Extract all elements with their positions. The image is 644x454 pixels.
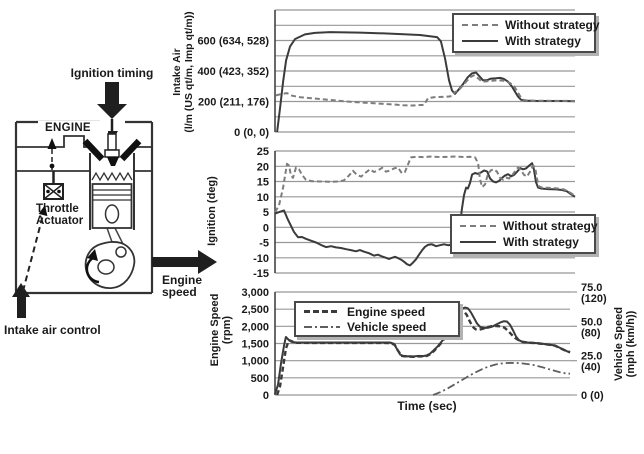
- intake-control-dashed-arrow: [22, 205, 48, 292]
- legend-entry: Without strategy: [460, 219, 598, 233]
- engine-label: ENGINE: [45, 122, 91, 134]
- series-without-strategy: [275, 74, 576, 107]
- throttle-actuator-icon: [43, 171, 64, 200]
- legend-entry: Engine speed: [304, 305, 450, 319]
- y-tick-label: 0: [263, 390, 269, 402]
- legend-entry: Vehicle speed: [304, 320, 450, 334]
- ignition-timing-label: Ignition timing: [71, 66, 154, 80]
- y-tick-label: 5: [263, 207, 269, 219]
- y-tick-label: 500: [251, 373, 269, 385]
- solid-line-icon: [460, 241, 496, 243]
- right-y-tick-label: (40): [581, 362, 601, 374]
- legend-entry: Without strategy: [462, 18, 600, 32]
- y-tick-label: -15: [253, 268, 269, 280]
- bold-dashed-line-icon: [304, 310, 340, 313]
- engine-speed-label: speed: [162, 285, 197, 299]
- y-tick-label: 1,500: [241, 339, 269, 351]
- legend-intake: Without strategy With strategy: [452, 13, 600, 53]
- series-vehicle-speed: [432, 362, 571, 396]
- y-tick-label: 25: [257, 146, 269, 158]
- ylabel-intake-air: Intake Air (l/m (US qt/m, Imp qt/m)): [171, 11, 195, 133]
- legend-entry: With strategy: [460, 235, 586, 249]
- crankshaft: [84, 241, 136, 289]
- y-tick-label: 400 (423, 352): [197, 66, 269, 78]
- y-tick-label: 200 (211, 176): [198, 97, 269, 109]
- dashed-line-icon: [462, 24, 498, 26]
- throttle-control-line: [47, 138, 57, 170]
- right-y-tick-label: (120): [581, 293, 607, 305]
- y-tick-label: 2,500: [241, 304, 269, 316]
- y-tick-label: -10: [253, 253, 269, 265]
- ylabel-vehicle-speed: Vehicle Speed (mph (km/h)): [613, 307, 637, 381]
- throttle-actuator-label: Actuator: [36, 215, 84, 227]
- spark-plug-icon: [104, 133, 120, 166]
- engine-speed-arrow-icon: [152, 250, 217, 274]
- y-tick-label: 600 (634, 528): [197, 36, 269, 48]
- series-without-strategy: [274, 155, 576, 213]
- engine-diagram: Ignition timing ENGINE: [4, 66, 217, 337]
- legend-speed: Engine speed Vehicle speed: [294, 301, 460, 337]
- valves-icon: [82, 138, 142, 162]
- y-tick-label: 10: [257, 192, 269, 204]
- engine-speed-label: Engine: [162, 273, 202, 287]
- throttle-actuator-label: Throttle: [36, 203, 79, 215]
- solid-line-icon: [462, 40, 498, 42]
- time-axis-label: Time (sec): [397, 399, 457, 413]
- cylinder: [89, 153, 135, 230]
- right-y-tick-label: 75.0: [581, 282, 602, 294]
- right-y-tick-label: (80): [581, 327, 601, 339]
- legend-entry: With strategy: [462, 34, 586, 48]
- right-y-tick-label: 50.0: [581, 316, 602, 328]
- ylabel-engine-speed: Engine Speed (rpm): [209, 293, 233, 367]
- piston: [91, 183, 133, 229]
- y-tick-label: 15: [257, 177, 269, 189]
- y-tick-label: 1,000: [241, 356, 269, 368]
- intake-air-arrow-icon: [12, 283, 30, 318]
- y-tick-label: 0 (0, 0): [234, 127, 269, 139]
- intake-air-control-label: Intake air control: [4, 323, 101, 337]
- engine-label-bg: [38, 121, 108, 134]
- dashed-line-icon: [460, 225, 496, 227]
- y-tick-label: 2,000: [241, 321, 269, 333]
- legend-ignition: Without strategy With strategy: [450, 214, 598, 254]
- y-tick-label: -5: [259, 238, 269, 250]
- y-tick-label: 20: [257, 161, 269, 173]
- right-y-tick-label: 25.0: [581, 351, 602, 363]
- dash-dot-line-icon: [304, 325, 340, 328]
- y-tick-label: 3,000: [241, 287, 269, 299]
- y-tick-label: 0: [263, 222, 269, 234]
- rotation-arrow-icon: [85, 249, 100, 284]
- ylabel-ignition: Ignition (deg): [206, 176, 218, 246]
- ignition-chart: 25 20 15 10 5 0 -5 -10 -15: [253, 146, 576, 280]
- series-with-strategy: [276, 31, 576, 133]
- right-y-tick-label: 0 (0): [581, 390, 604, 402]
